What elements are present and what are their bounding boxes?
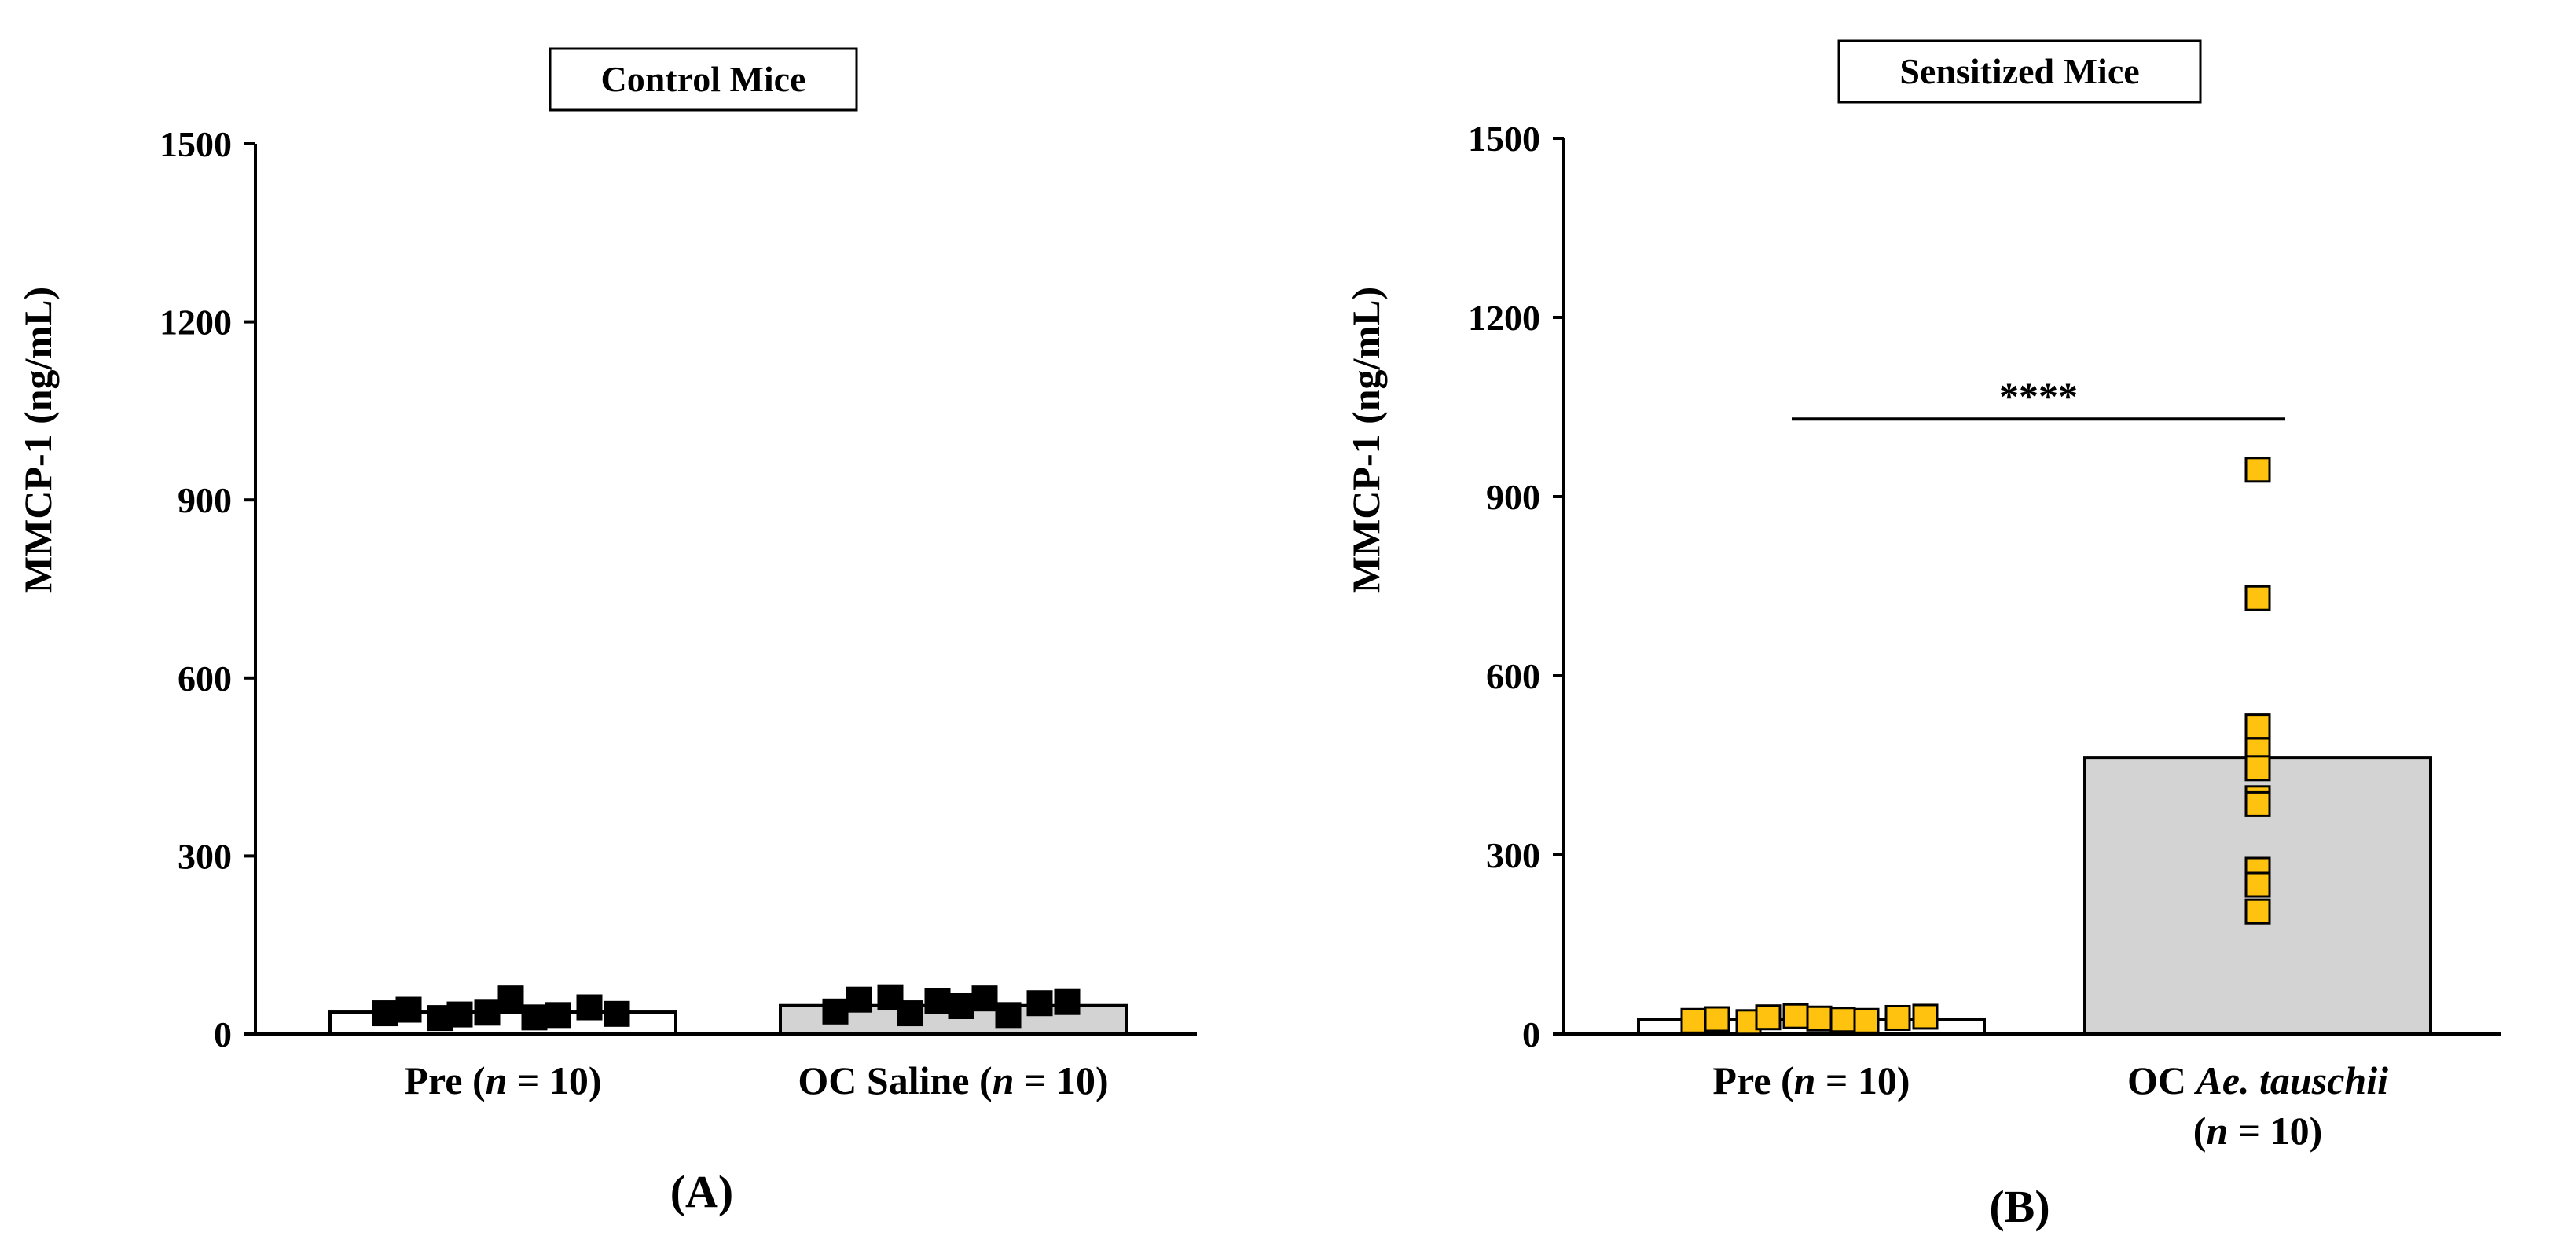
data-point bbox=[846, 986, 872, 1013]
label-part: = 10) bbox=[2228, 1109, 2322, 1153]
label-part: n bbox=[2206, 1109, 2228, 1153]
y-tick-label: 1200 bbox=[1468, 298, 1540, 338]
data-point bbox=[948, 992, 974, 1019]
category-label: Pre (n = 10) bbox=[404, 1058, 601, 1102]
significance-label: **** bbox=[1999, 374, 2078, 418]
data-point bbox=[822, 998, 849, 1025]
y-tick-label: 0 bbox=[1522, 1014, 1540, 1054]
label-part: Pre ( bbox=[404, 1058, 485, 1102]
data-point bbox=[1782, 1003, 1809, 1029]
panel-sensitized-mice: Sensitized Mice 0 300 600 900 1200 1500 MMCP-1 … bbox=[1344, 39, 2501, 1232]
y-tick-label: 1500 bbox=[160, 124, 232, 164]
data-point bbox=[1680, 1007, 1707, 1034]
data-point bbox=[971, 985, 998, 1012]
label-part: n bbox=[1794, 1058, 1816, 1102]
y-tick-label: 600 bbox=[178, 658, 232, 698]
panel-label: (B) bbox=[1989, 1181, 2049, 1232]
y-tick-label: 300 bbox=[1486, 835, 1540, 875]
data-point bbox=[1853, 1007, 1880, 1034]
label-part: OC Saline ( bbox=[798, 1058, 992, 1102]
y-tick-label: 600 bbox=[1486, 656, 1540, 696]
y-axis-label: MMCP-1 (ng/mL) bbox=[16, 287, 60, 593]
title-box bbox=[549, 47, 858, 112]
y-tick-label: 1200 bbox=[160, 302, 232, 343]
data-point bbox=[995, 1002, 1022, 1028]
data-point bbox=[1806, 1005, 1833, 1032]
label-part: OC bbox=[2127, 1058, 2196, 1102]
y-axis-label: MMCP-1 (ng/mL) bbox=[1344, 287, 1388, 593]
label-part: Pre ( bbox=[1712, 1058, 1793, 1102]
data-point bbox=[1026, 990, 1053, 1017]
data-point bbox=[2244, 755, 2271, 782]
data-point bbox=[1054, 988, 1081, 1015]
category-label: OC Ae. tauschii bbox=[2127, 1058, 2388, 1102]
data-point bbox=[497, 985, 524, 1012]
y-tick-label: 300 bbox=[178, 836, 232, 876]
data-point bbox=[576, 994, 603, 1021]
data-point bbox=[2244, 790, 2271, 817]
panel-control-mice: Control Mice 0 300 600 900 1200 1500 MMCP-1 (ng… bbox=[16, 47, 1197, 1217]
category-label-line2: (n = 10) bbox=[2193, 1109, 2323, 1153]
label-part: n bbox=[993, 1058, 1015, 1102]
label-part: = 10) bbox=[507, 1058, 601, 1102]
label-part: = 10) bbox=[1815, 1058, 1910, 1102]
y-tick-label: 900 bbox=[1486, 477, 1540, 517]
label-part: Ae. tauschii bbox=[2194, 1058, 2389, 1102]
data-point bbox=[395, 996, 422, 1023]
data-point bbox=[924, 988, 951, 1014]
data-point bbox=[2244, 871, 2271, 898]
y-tick-label: 0 bbox=[214, 1014, 232, 1054]
y-tick-label: 1500 bbox=[1468, 119, 1540, 159]
data-point bbox=[2244, 585, 2271, 611]
data-point bbox=[2244, 898, 2271, 925]
data-point bbox=[1829, 1006, 1856, 1033]
data-point bbox=[1704, 1006, 1730, 1032]
data-point bbox=[545, 1002, 571, 1028]
label-part: = 10) bbox=[1014, 1058, 1108, 1102]
data-point bbox=[521, 1004, 548, 1031]
y-tick-label: 900 bbox=[178, 480, 232, 520]
label-part: n bbox=[486, 1058, 508, 1102]
data-point bbox=[1755, 1004, 1782, 1031]
data-point bbox=[1912, 1003, 1939, 1030]
label-part: ( bbox=[2193, 1109, 2207, 1153]
chart-title: Sensitized Mice bbox=[1899, 51, 2139, 91]
data-point bbox=[446, 1001, 473, 1028]
chart-title: Control Mice bbox=[600, 59, 805, 99]
data-point bbox=[372, 1000, 398, 1027]
data-point bbox=[1884, 1004, 1911, 1031]
data-point bbox=[2244, 456, 2271, 483]
data-point bbox=[474, 999, 501, 1026]
data-point bbox=[897, 1000, 923, 1027]
panel-label: (A) bbox=[670, 1166, 734, 1217]
data-point bbox=[604, 1000, 630, 1027]
category-label: OC Saline (n = 10) bbox=[798, 1058, 1108, 1102]
title-box bbox=[1837, 39, 2202, 104]
category-label: Pre (n = 10) bbox=[1712, 1058, 1910, 1102]
data-point bbox=[2244, 713, 2271, 740]
